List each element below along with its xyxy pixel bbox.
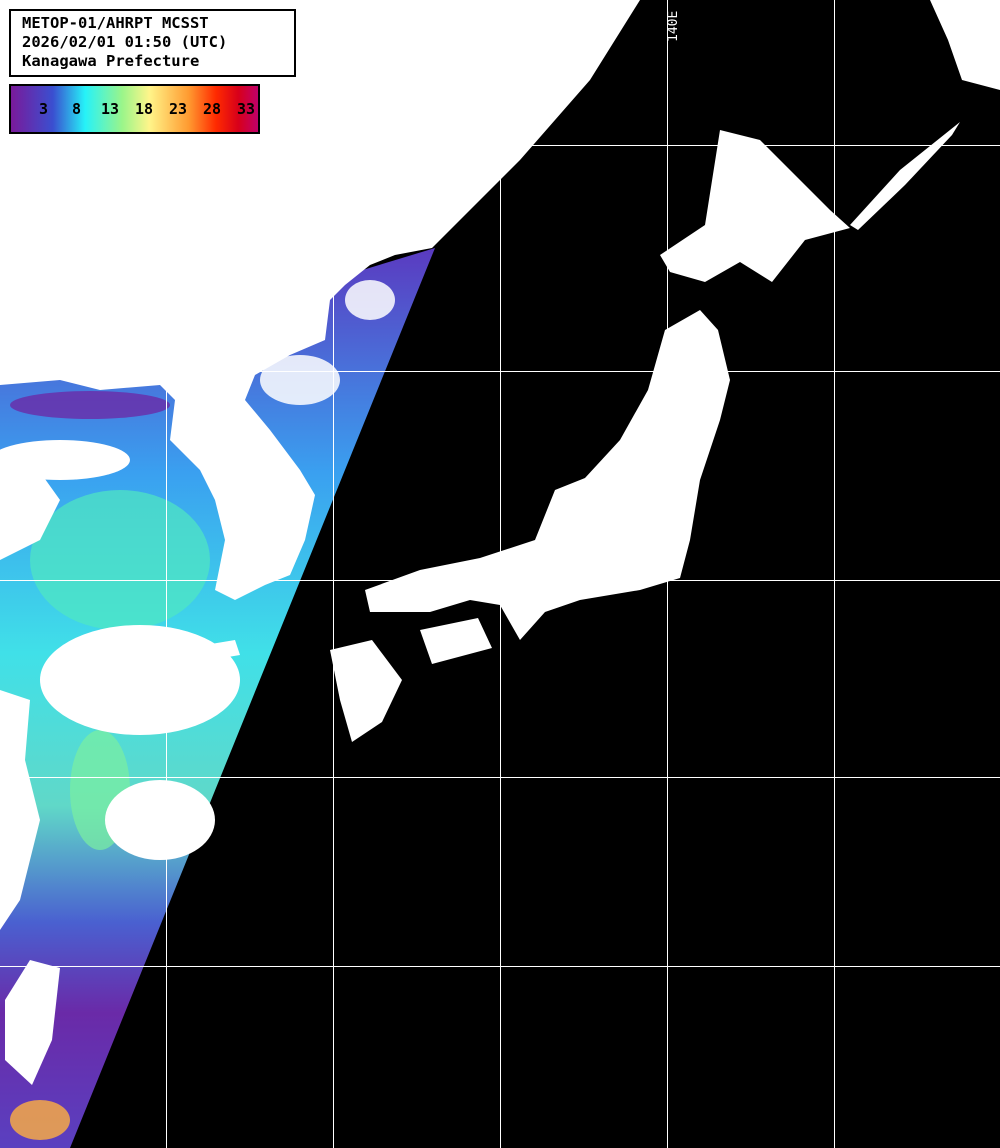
title-box: METOP-01/AHRPT MCSST 2026/02/01 01:50 (U… (9, 9, 296, 77)
land-honshu (365, 310, 730, 640)
legend-tick: 33 (237, 100, 256, 118)
cloud (40, 625, 240, 735)
land-sakhalin (930, 0, 1000, 90)
legend-tick: 8 (72, 100, 82, 118)
legend-tick: 28 (203, 100, 222, 118)
satellite-product: METOP-01/AHRPT MCSST (22, 14, 209, 32)
land-china-coast (0, 690, 40, 930)
legend-tick: 3 (39, 100, 49, 118)
cloud (260, 355, 340, 405)
land-jeju-cloud (205, 640, 240, 660)
timestamp: 2026/02/01 01:50 (UTC) (22, 33, 228, 51)
land-kyushu (330, 640, 402, 742)
cloud (0, 440, 130, 480)
sst-cold-patch (10, 391, 170, 419)
land-shandong (0, 470, 60, 560)
cloud (345, 280, 395, 320)
land-asia-korea (0, 0, 640, 600)
legend-tick: 18 (135, 100, 154, 118)
cloud (105, 780, 215, 860)
sst-warm-patch (30, 490, 210, 630)
region-name: Kanagawa Prefecture (22, 52, 200, 70)
legend-tick: 13 (101, 100, 120, 118)
land-shikoku (420, 618, 492, 664)
land-taiwan (5, 960, 60, 1085)
land-kurils (850, 122, 960, 230)
longitude-label: 140E (666, 10, 681, 42)
land-hokkaido (660, 130, 850, 282)
sst-warm-patch (10, 1100, 70, 1140)
legend-tick: 23 (169, 100, 188, 118)
color-scale-legend: 3 8 13 18 23 28 33 (9, 84, 260, 134)
